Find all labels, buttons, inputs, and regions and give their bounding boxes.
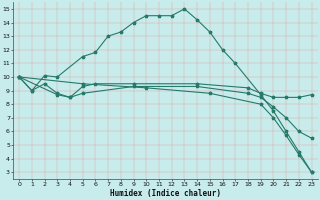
X-axis label: Humidex (Indice chaleur): Humidex (Indice chaleur) xyxy=(110,189,221,198)
